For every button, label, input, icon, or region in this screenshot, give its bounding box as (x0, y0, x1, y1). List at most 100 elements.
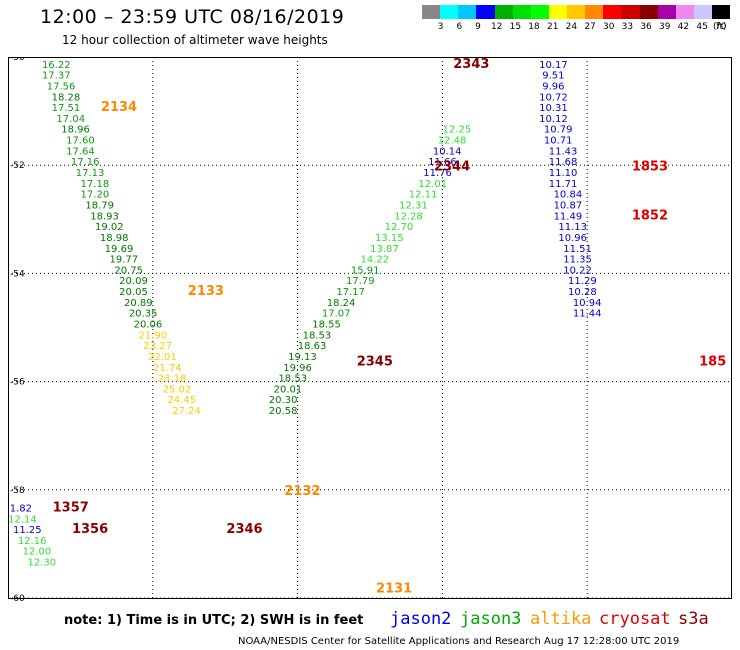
wave-height-point: 12.70 (385, 222, 414, 233)
wave-height-point: 27.24 (172, 406, 201, 417)
color-swatch (494, 5, 513, 19)
color-swatch (712, 5, 731, 19)
wave-height-point: 20.01 (274, 384, 303, 395)
wave-height-point: 18.93 (90, 211, 119, 222)
wave-height-point: 12.11 (409, 190, 438, 201)
color-scale-label: 24 (565, 22, 578, 32)
wave-height-point: 12.01 (418, 179, 447, 190)
wave-height-point: 11.66 (428, 157, 457, 168)
wave-height-point: 13.87 (370, 244, 399, 255)
color-swatch (603, 5, 622, 19)
wave-height-point: 11.82 (8, 503, 32, 514)
wave-height-point: 20.35 (129, 309, 158, 320)
wave-height-point: 10.96 (558, 233, 587, 244)
color-scale-label: 3 (437, 22, 444, 32)
wave-height-point: 23.18 (158, 374, 187, 385)
wave-height-point: 11.25 (13, 525, 42, 536)
y-tick-label: -58 (10, 486, 25, 496)
wave-height-point: 12.25 (443, 125, 472, 136)
mission-jason3: jason3 (460, 609, 522, 629)
wave-height-point: 19.77 (110, 255, 139, 266)
mission-jason2: jason2 (390, 609, 452, 629)
wave-height-point: 16.22 (42, 60, 71, 71)
wave-height-point: 10.14 (433, 146, 462, 157)
wave-height-point: 11.76 (423, 168, 452, 179)
wave-height-point: 20.09 (119, 276, 148, 287)
pass-time-label: 185 (699, 354, 726, 369)
wave-height-point: 18.96 (61, 125, 90, 136)
wave-height-point: 11.43 (549, 146, 578, 157)
wave-height-point: 15.91 (351, 265, 380, 276)
wave-height-point: 11.68 (549, 157, 578, 168)
wave-height-point: 12.14 (8, 514, 37, 525)
wave-height-point: 18.79 (85, 200, 114, 211)
wave-height-point: 25.02 (163, 384, 192, 395)
pass-time-label: 2346 (226, 522, 262, 537)
wave-height-point: 17.51 (52, 103, 81, 114)
y-tick-label: -52 (10, 161, 25, 171)
wave-height-point: 10.17 (539, 60, 568, 71)
wave-height-point: 10.87 (554, 200, 583, 211)
wave-height-point: 11.44 (573, 309, 602, 320)
wave-height-point: 17.37 (42, 71, 71, 82)
y-tick-label: -56 (10, 378, 25, 388)
wave-height-point: 10.28 (568, 287, 597, 298)
wave-height-point: 17.07 (322, 309, 351, 320)
wave-height-point: 18.55 (312, 320, 341, 331)
wave-height-point: 12.28 (394, 211, 423, 222)
wave-height-point: 17.20 (81, 190, 110, 201)
wave-height-point: 12.16 (18, 536, 47, 547)
plot-frame (8, 57, 732, 599)
wave-height-point: 18.53 (303, 330, 332, 341)
color-scale-label: 70 (715, 22, 727, 32)
wave-height-point: 17.17 (336, 287, 365, 298)
wave-height-point: 11.49 (554, 211, 583, 222)
pass-time-label: 1852 (632, 208, 668, 223)
color-swatch (639, 5, 658, 19)
color-scale-label: 9 (475, 22, 481, 32)
color-scale-label: 18 (528, 22, 540, 32)
wave-height-point: 13.15 (375, 233, 404, 244)
color-scale-label: 15 (509, 22, 522, 32)
wave-height-point: 10.12 (539, 114, 568, 125)
wave-height-point: 21.74 (153, 363, 182, 374)
wave-height-point: 12.48 (438, 136, 467, 147)
color-scale-unit: (ft) (713, 22, 727, 32)
wave-height-point: 11.10 (549, 168, 578, 179)
color-swatch (476, 5, 495, 19)
color-scale-bar (422, 5, 731, 19)
pass-time-label: 2134 (101, 100, 137, 115)
wave-height-point: 20.89 (124, 298, 153, 309)
color-swatch (548, 5, 567, 19)
wave-height-point: 19.96 (283, 363, 312, 374)
wave-height-point: 17.13 (76, 168, 105, 179)
wave-height-point: 10.22 (563, 265, 592, 276)
wave-height-point: 11.71 (549, 179, 578, 190)
wave-height-point: 17.56 (47, 81, 76, 92)
wave-height-point: 11.13 (558, 222, 587, 233)
wave-height-point: 24.45 (167, 395, 196, 406)
pass-time-label: 2132 (284, 484, 320, 499)
wave-height-point: 17.79 (346, 276, 375, 287)
pass-time-label: 2344 (434, 160, 470, 175)
wave-height-point: 17.18 (81, 179, 110, 190)
wave-height-point: 9.96 (542, 81, 564, 92)
color-scale-label: 36 (640, 22, 652, 32)
wave-height-point: 18.63 (298, 341, 327, 352)
pass-time-label: 2345 (357, 354, 393, 369)
color-scale-label: 42 (677, 22, 690, 32)
mission-s3a: s3a (678, 609, 709, 629)
wave-height-point: 11.29 (568, 276, 597, 287)
wave-height-point: 18.98 (100, 233, 129, 244)
wave-height-point: 21.90 (138, 330, 167, 341)
y-tick-label: -50 (10, 57, 25, 63)
wave-height-point: 17.16 (71, 157, 100, 168)
wave-height-point: 19.13 (288, 352, 317, 363)
color-scale-labels: 3 6 9 12 15 18 21 24 27 30 33 36 39 42 45 70 (422, 22, 730, 32)
wave-height-point: 18.28 (52, 92, 81, 103)
pass-time-label: 2133 (188, 284, 224, 299)
wave-height-point: 20.58 (269, 406, 298, 417)
color-scale-label: 33 (621, 22, 634, 32)
wave-height-point: 10.79 (544, 125, 573, 136)
wave-height-point: 22.01 (148, 352, 177, 363)
